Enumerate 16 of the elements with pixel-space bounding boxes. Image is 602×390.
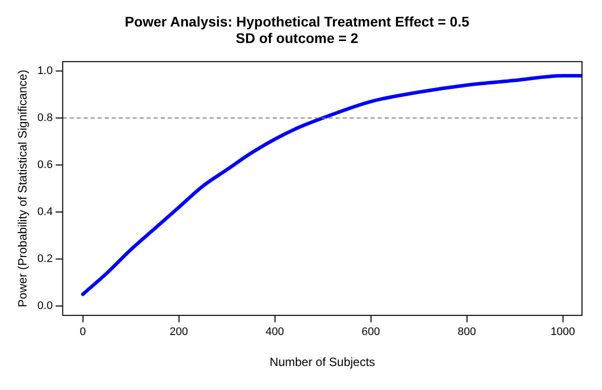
x-tick-label: 600	[362, 326, 380, 338]
y-tick-label: 0.8	[37, 112, 53, 124]
x-tick-label: 1000	[550, 326, 576, 338]
chart-title: Power Analysis: Hypothetical Treatment Effect = 0.5 SD of outcome = 2	[124, 13, 470, 46]
y-tick-label: 1.0	[37, 65, 53, 78]
y-tick-label: 0.6	[37, 159, 53, 172]
y-axis-title: Power (Probability of Statistical Significance)	[16, 70, 30, 308]
x-tick-label: 200	[170, 326, 188, 338]
x-axis-title: Number of Subjects	[270, 355, 376, 370]
x-tick-label: 800	[458, 326, 476, 338]
x-tick-label: 0	[80, 326, 86, 338]
line-series	[81, 74, 582, 296]
y-tick-label: 0.4	[37, 206, 53, 218]
y-tick-label: 0.2	[37, 253, 53, 266]
x-tick-label: 400	[266, 326, 284, 338]
y-tick-label: 0.0	[37, 300, 53, 312]
